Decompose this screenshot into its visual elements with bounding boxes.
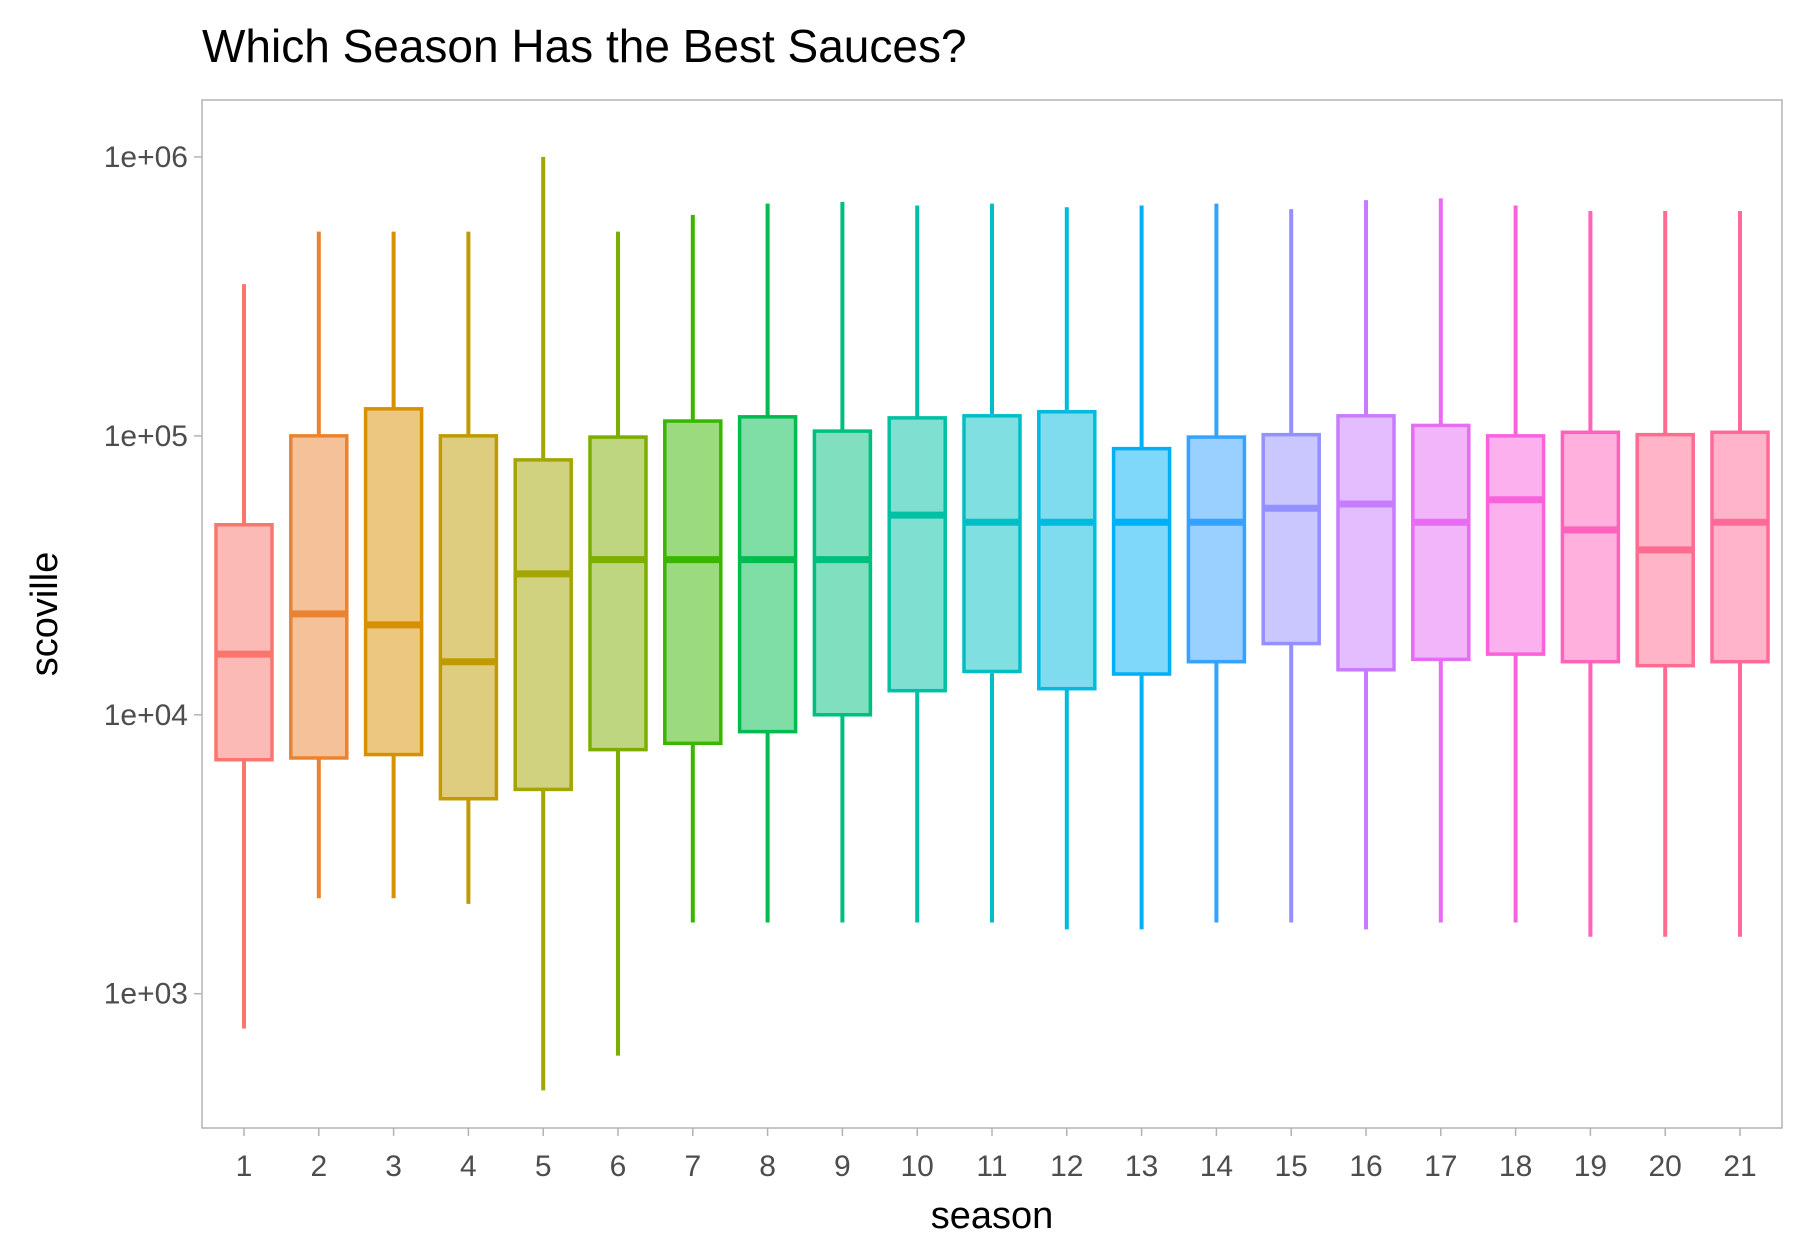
box-season-10 bbox=[887, 205, 947, 923]
box-season-21 bbox=[1710, 210, 1770, 937]
box-season-13 bbox=[1111, 205, 1172, 930]
x-tick-label: 14 bbox=[1200, 1150, 1233, 1183]
x-tick-label: 21 bbox=[1723, 1150, 1756, 1183]
iqr-box bbox=[962, 414, 1022, 674]
box-season-12 bbox=[1037, 207, 1097, 930]
iqr-box bbox=[1485, 434, 1546, 656]
box-season-20 bbox=[1635, 210, 1695, 937]
x-tick-label: 16 bbox=[1349, 1150, 1382, 1183]
x-tick-label: 18 bbox=[1499, 1150, 1532, 1183]
box-season-4 bbox=[438, 231, 499, 904]
x-tick-label: 12 bbox=[1050, 1150, 1083, 1183]
box-season-14 bbox=[1186, 203, 1247, 923]
x-tick-label: 11 bbox=[976, 1150, 1007, 1183]
y-axis: 1e+03 1e+04 1e+05 1e+06 bbox=[104, 141, 202, 1011]
box-season-8 bbox=[737, 203, 798, 923]
box-season-16 bbox=[1336, 200, 1396, 930]
iqr-box bbox=[1336, 414, 1396, 672]
iqr-box bbox=[289, 434, 349, 760]
iqr-box bbox=[1261, 432, 1321, 646]
iqr-box bbox=[214, 523, 274, 762]
x-tick-label: 19 bbox=[1574, 1150, 1607, 1183]
x-tick-label: 5 bbox=[535, 1150, 552, 1183]
box-season-6 bbox=[588, 231, 648, 1056]
box-season-7 bbox=[663, 214, 723, 923]
x-tick-label: 13 bbox=[1125, 1150, 1158, 1183]
box-season-2 bbox=[289, 231, 349, 899]
box-season-19 bbox=[1560, 210, 1621, 937]
iqr-box bbox=[588, 435, 648, 752]
box-season-11 bbox=[962, 203, 1022, 923]
x-axis-title: season bbox=[931, 1195, 1054, 1237]
x-axis: 1 2 3 4 5 6 7 8 9 10 11 12 13 14 15 16 17 18 19 20 21 bbox=[236, 1128, 1757, 1183]
box-season-15 bbox=[1261, 209, 1321, 923]
x-tick-label: 7 bbox=[684, 1150, 701, 1183]
y-tick-label: 1e+05 bbox=[104, 420, 188, 453]
chart-title: Which Season Has the Best Sauces? bbox=[202, 20, 967, 72]
iqr-box bbox=[812, 429, 873, 717]
box-season-1 bbox=[214, 284, 274, 1029]
box-season-18 bbox=[1485, 205, 1546, 923]
x-tick-label: 10 bbox=[901, 1150, 934, 1183]
iqr-box bbox=[1186, 435, 1247, 664]
iqr-box bbox=[1710, 430, 1770, 664]
iqr-box bbox=[438, 434, 499, 801]
iqr-box bbox=[1411, 423, 1471, 662]
y-tick-label: 1e+04 bbox=[104, 699, 188, 732]
y-tick-label: 1e+06 bbox=[104, 141, 188, 174]
x-tick-label: 9 bbox=[834, 1150, 851, 1183]
iqr-box bbox=[513, 458, 573, 792]
x-tick-label: 1 bbox=[236, 1150, 253, 1183]
iqr-box bbox=[1111, 446, 1172, 676]
y-axis-title: scoville bbox=[24, 552, 66, 677]
iqr-box bbox=[1560, 430, 1621, 664]
iqr-box bbox=[663, 419, 723, 746]
iqr-box bbox=[887, 416, 947, 693]
iqr-box bbox=[737, 415, 798, 734]
iqr-box bbox=[1037, 410, 1097, 691]
x-tick-label: 20 bbox=[1649, 1150, 1682, 1183]
x-tick-label: 8 bbox=[759, 1150, 776, 1183]
x-tick-label: 2 bbox=[310, 1150, 327, 1183]
x-tick-label: 15 bbox=[1275, 1150, 1308, 1183]
x-tick-label: 6 bbox=[610, 1150, 627, 1183]
x-tick-label: 17 bbox=[1424, 1150, 1457, 1183]
box-season-5 bbox=[513, 156, 573, 1091]
box-season-9 bbox=[812, 201, 873, 923]
x-tick-label: 4 bbox=[460, 1150, 477, 1183]
y-tick-label: 1e+03 bbox=[104, 978, 188, 1011]
x-tick-label: 3 bbox=[385, 1150, 402, 1183]
box-season-3 bbox=[363, 231, 424, 899]
box-season-17 bbox=[1411, 198, 1471, 923]
iqr-box bbox=[363, 407, 424, 757]
box-series bbox=[214, 156, 1770, 1091]
